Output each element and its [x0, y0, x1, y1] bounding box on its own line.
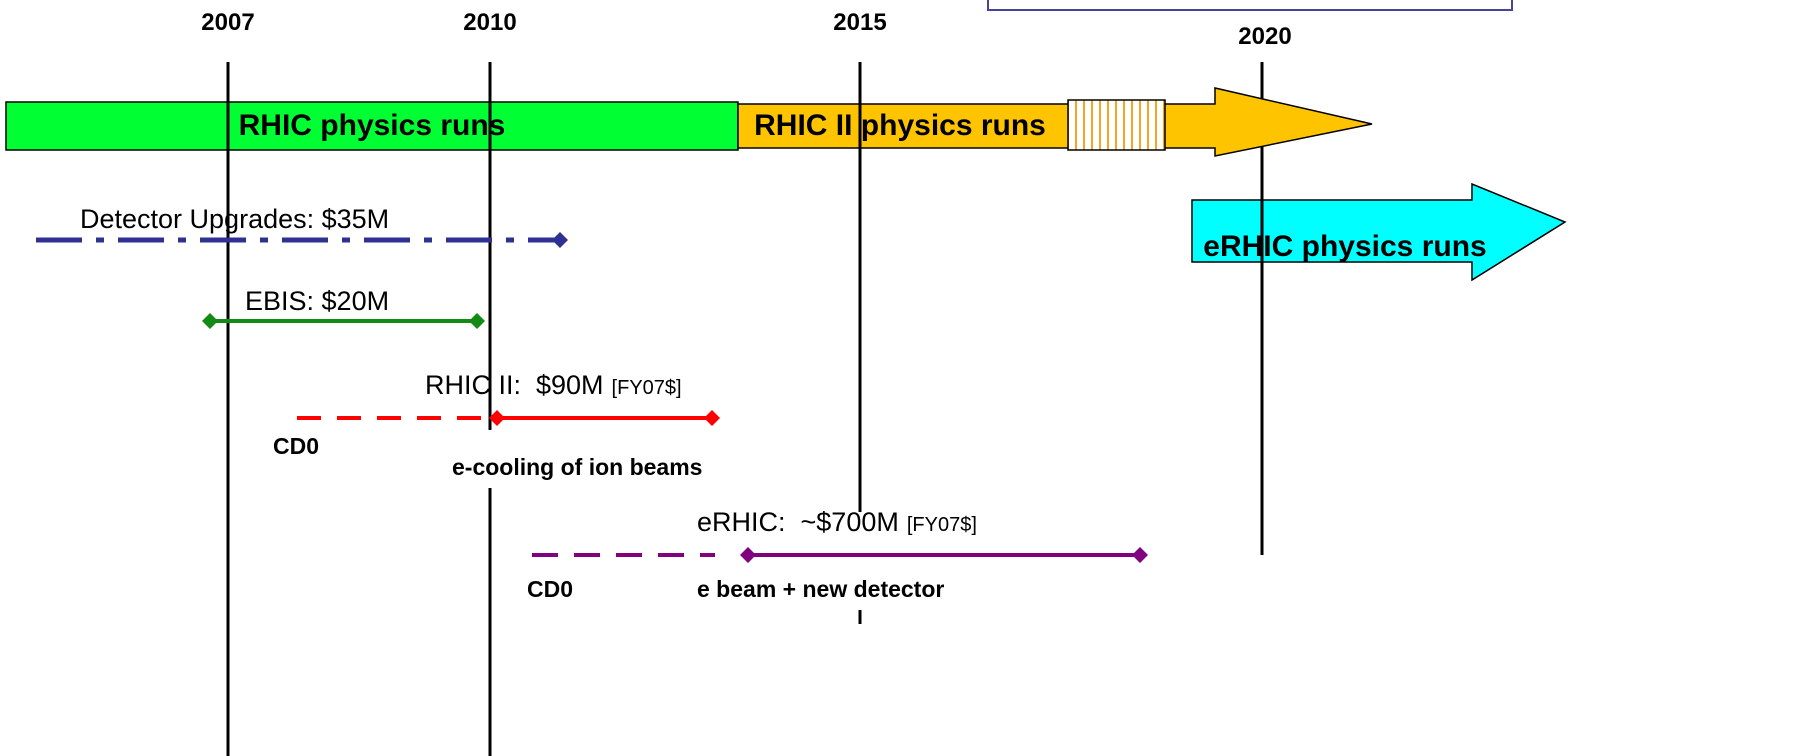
legend-box: [987, 0, 1513, 11]
diamond: [1132, 547, 1148, 563]
diamond: [704, 410, 720, 426]
bar-label: eRHIC physics runs: [1203, 230, 1486, 263]
project-label: Detector Upgrades: $35M: [80, 204, 389, 234]
project-label: RHIC II: $90M [FY07$]: [425, 370, 682, 400]
rhic2-arrow: [737, 87, 1373, 157]
year-label: 2010: [463, 9, 516, 36]
year-lines: [226, 62, 1264, 756]
bar-label: RHIC II physics runs: [754, 109, 1046, 142]
diamond: [489, 410, 505, 426]
diamond: [552, 232, 568, 248]
project-label: eRHIC: ~$700M [FY07$]: [697, 507, 977, 537]
year-label: 2007: [201, 9, 254, 36]
erhic-arrow: [1191, 182, 1567, 282]
cd0-label: CD0: [273, 433, 319, 459]
project-label: EBIS: $20M: [245, 286, 389, 316]
cd0-label: CD0: [527, 576, 573, 602]
rhic-bar: [5, 101, 739, 151]
diamond: [202, 313, 218, 329]
year-label: 2015: [833, 9, 886, 36]
diamond: [740, 547, 756, 563]
diamond: [469, 313, 485, 329]
hatched-box: [1067, 99, 1166, 151]
project-desc: e beam + new detector: [697, 576, 944, 602]
year-label: 2020: [1238, 23, 1291, 50]
bar-label: RHIC physics runs: [239, 109, 506, 142]
project-desc: e-cooling of ion beams: [452, 454, 702, 480]
